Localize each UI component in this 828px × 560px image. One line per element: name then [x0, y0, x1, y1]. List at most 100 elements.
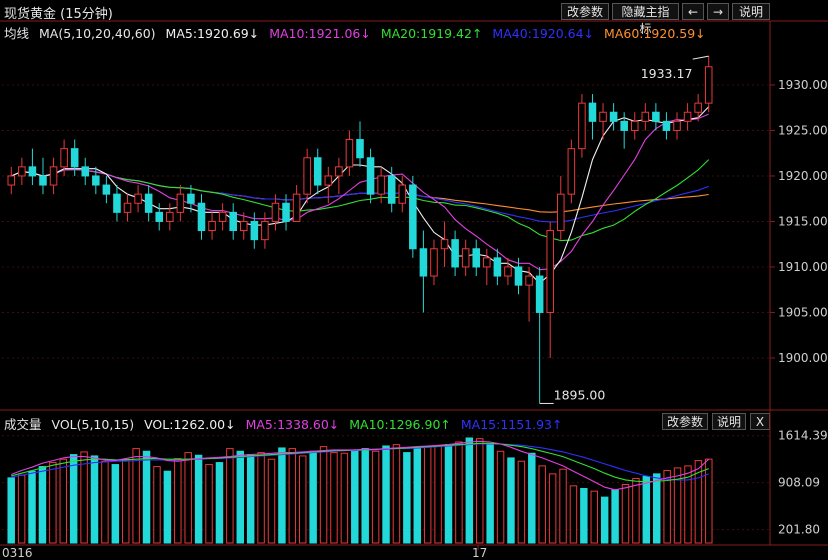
volume-bar [7, 477, 15, 544]
candle [102, 184, 111, 195]
volume-bar [111, 464, 120, 544]
page-title: 现货黄金 (15分钟) [4, 7, 113, 22]
volume-bar [590, 490, 598, 544]
candle [567, 148, 576, 195]
arrow-left-icon[interactable]: ← [682, 3, 704, 20]
candle [630, 120, 639, 131]
volume-bar [122, 458, 130, 544]
volume-bar [267, 458, 276, 544]
volume-bar [278, 447, 286, 544]
volume-bar [621, 484, 630, 544]
volume-bar [528, 452, 536, 544]
legend-ma10: MA10:1921.06↓ [269, 26, 371, 41]
volume-bar [632, 478, 640, 544]
candle [81, 166, 90, 177]
volume-bar [403, 452, 411, 544]
volume-bar [38, 466, 47, 544]
candle [134, 193, 142, 204]
volume-bar [215, 462, 224, 544]
legend-vol-ma15: MA15:1151.93↑ [460, 417, 563, 432]
candle [335, 166, 343, 177]
low-label: 1895.00 [554, 387, 606, 402]
volume-bar [288, 448, 297, 544]
ma20-line [11, 159, 710, 242]
candle [557, 193, 565, 232]
candle [609, 111, 618, 122]
price-tick-label: 1910.00 [778, 260, 828, 274]
volume-bar [486, 444, 494, 544]
price-tick-label: 1915.00 [778, 214, 828, 228]
volume-bar [673, 467, 682, 544]
candle [641, 111, 650, 122]
candle [493, 257, 502, 277]
legend-vol-ma5: MA5:1338.60↓ [245, 417, 340, 432]
volume-legend: 成交量 VOL(5,10,15) VOL:1262.00↓ MA5:1338.6… [4, 414, 568, 433]
candle [345, 139, 354, 168]
volume-bar [194, 454, 203, 544]
volume-bar [382, 445, 390, 544]
volume-bar [132, 448, 140, 544]
candle [18, 166, 26, 177]
volume-bar [413, 448, 421, 544]
candle [472, 248, 481, 268]
price-tick-label: 1920.00 [778, 169, 828, 183]
arrow-right-icon[interactable]: → [707, 3, 729, 20]
volume-bar [49, 462, 57, 544]
volume-bar [517, 460, 526, 544]
hide-main-indicator-button[interactable]: 隐藏主指标 [612, 3, 679, 36]
volume-bar [507, 457, 515, 544]
volume-bar [569, 485, 578, 544]
candle [197, 202, 206, 232]
volume-bar [538, 465, 546, 544]
volume-help-button[interactable]: 说明 [712, 413, 746, 430]
volume-bar [663, 470, 671, 544]
candle [39, 175, 47, 186]
volume-bar [465, 437, 474, 544]
candle [694, 102, 702, 113]
volume-modify-params-button[interactable]: 改参数 [662, 413, 708, 430]
volume-bar [476, 438, 484, 544]
candle [461, 248, 470, 268]
volume-bar [205, 464, 213, 544]
candle [514, 266, 523, 286]
volume-bar [142, 450, 151, 544]
volume-bar [153, 466, 161, 544]
candle [218, 211, 227, 222]
candle [313, 157, 322, 186]
volume-bar [101, 460, 109, 544]
main-legend-name: 均线 [4, 26, 30, 41]
price-tick-label: 1930.00 [778, 78, 828, 92]
volume-bar [80, 451, 88, 544]
candle [430, 248, 438, 277]
volume-bar [653, 473, 661, 544]
candle [440, 239, 449, 250]
volume-bar [17, 474, 26, 544]
volume-legend-params: VOL(5,10,15) [51, 417, 135, 432]
volume-bar [455, 441, 463, 544]
candle [155, 211, 163, 222]
candle [187, 193, 195, 204]
candle [546, 230, 554, 313]
volume-bar [580, 487, 588, 544]
candle [504, 266, 512, 277]
help-button[interactable]: 说明 [732, 3, 770, 20]
volume-bar [684, 465, 692, 544]
high-pointer [692, 55, 709, 60]
candle [525, 275, 533, 286]
volume-bar [28, 470, 36, 544]
legend-ma20: MA20:1919.42↑ [380, 26, 483, 41]
modify-params-button[interactable]: 改参数 [561, 3, 609, 20]
volume-bar [330, 452, 338, 544]
volume-bar [434, 445, 442, 544]
volume-ma5-line [11, 440, 710, 491]
price-tick-label: 1925.00 [778, 123, 828, 137]
candle [673, 120, 681, 131]
candle [92, 175, 100, 186]
candle [662, 120, 671, 131]
candle [366, 157, 375, 195]
volume-bar [600, 496, 609, 544]
candle [7, 175, 16, 186]
candle [483, 257, 491, 268]
candle [113, 193, 121, 213]
